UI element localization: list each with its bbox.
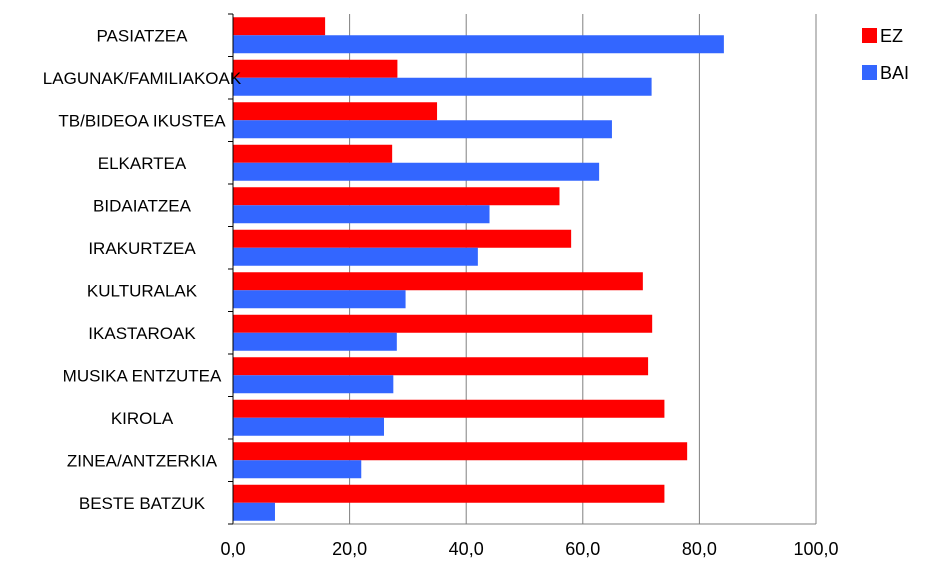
bar-ez (233, 229, 572, 248)
bar-bai (233, 290, 406, 309)
bar-ez (233, 314, 653, 333)
category-label: ELKARTEA (98, 154, 187, 173)
bar-ez (233, 399, 665, 418)
bar-ez (233, 102, 438, 121)
x-tick-label: 40,0 (449, 539, 484, 559)
bar-ez (233, 357, 649, 376)
legend-label-bai: BAI (880, 63, 909, 83)
legend-swatch-bai (862, 65, 877, 80)
bars (233, 17, 724, 521)
bar-ez (233, 187, 560, 206)
category-labels: PASIATZEA LAGUNAK/FAMILIAKOAK TB/BIDEOA IK… (43, 26, 242, 513)
category-label: PASIATZEA (96, 26, 188, 45)
category-label: KULTURALAK (87, 281, 198, 300)
bar-bai (233, 375, 394, 394)
category-label: IKASTAROAK (88, 324, 196, 343)
bar-bai (233, 417, 384, 436)
bar-bai (233, 247, 478, 266)
category-label: BIDAIATZEA (93, 196, 192, 215)
category-label: TB/BIDEOA IKUSTEA (58, 111, 226, 130)
bar-bai (233, 120, 612, 139)
bar-bai (233, 77, 652, 96)
x-tick-label: 100,0 (793, 539, 838, 559)
bar-ez (233, 59, 398, 78)
x-tick-labels: 0,0 20,0 40,0 60,0 80,0 100,0 (220, 539, 838, 559)
bar-ez (233, 442, 688, 461)
x-tick-label: 60,0 (565, 539, 600, 559)
bar-bai (233, 502, 275, 521)
category-label: ZINEA/ANTZERKIA (67, 451, 218, 470)
category-label: IRAKURTZEA (88, 239, 196, 258)
bar-bai (233, 162, 600, 181)
bar-bai (233, 205, 490, 224)
category-label: BESTE BATZUK (79, 494, 206, 513)
x-tick-label: 0,0 (220, 539, 245, 559)
bar-bai (233, 460, 362, 479)
x-tick-label: 80,0 (682, 539, 717, 559)
gridlines (349, 14, 817, 524)
category-label: LAGUNAK/FAMILIAKOAK (43, 69, 242, 88)
bar-bai (233, 35, 724, 54)
bar-ez (233, 144, 393, 163)
bar-ez (233, 484, 665, 503)
legend: EZ BAI (862, 26, 909, 83)
category-label: KIROLA (111, 409, 174, 428)
bar-ez (233, 17, 326, 36)
legend-swatch-ez (862, 28, 877, 43)
y-axis (228, 13, 816, 525)
bar-bai (233, 332, 397, 351)
category-label: MUSIKA ENTZUTEA (63, 366, 222, 385)
legend-label-ez: EZ (880, 26, 903, 46)
x-tick-label: 20,0 (332, 539, 367, 559)
bar-ez (233, 272, 643, 291)
